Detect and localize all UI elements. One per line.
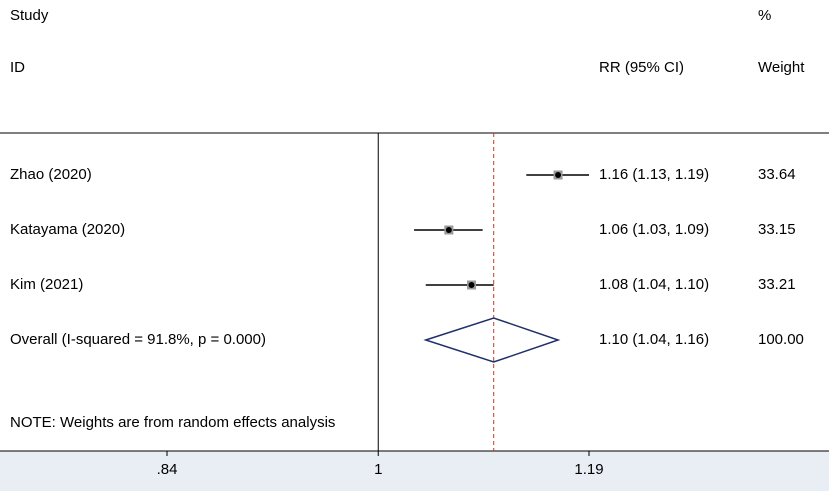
study-label: Kim (2021) [10, 276, 84, 293]
study-weight: 33.21 [758, 276, 796, 293]
overall-diamond [423, 317, 561, 363]
header-percent: % [758, 7, 772, 24]
study-ci-text: 1.06 (1.03, 1.09) [599, 221, 710, 238]
note-text: NOTE: Weights are from random effects an… [10, 414, 336, 431]
overall-weight: 100.00 [758, 331, 804, 348]
x-tick-label: 1 [374, 461, 382, 478]
header-id: ID [10, 59, 25, 76]
study-label: Zhao (2020) [10, 166, 92, 183]
study-weight: 33.64 [758, 166, 796, 183]
x-tick-label: .84 [157, 461, 178, 478]
axis-band [0, 451, 829, 491]
header-weight: Weight [758, 59, 805, 76]
study-ci-text: 1.16 (1.13, 1.19) [599, 166, 710, 183]
study-ci-text: 1.08 (1.04, 1.10) [599, 276, 710, 293]
x-tick-label: 1.19 [574, 461, 603, 478]
overall-label: Overall (I-squared = 91.8%, p = 0.000) [10, 331, 266, 348]
study-point [468, 282, 475, 288]
header-study: Study [10, 7, 49, 24]
overall-ci-text: 1.10 (1.04, 1.16) [599, 331, 710, 348]
study-point [445, 227, 452, 233]
header-rr-ci: RR (95% CI) [599, 59, 685, 76]
study-weight: 33.15 [758, 221, 796, 238]
study-point [555, 172, 562, 178]
study-label: Katayama (2020) [10, 221, 126, 238]
